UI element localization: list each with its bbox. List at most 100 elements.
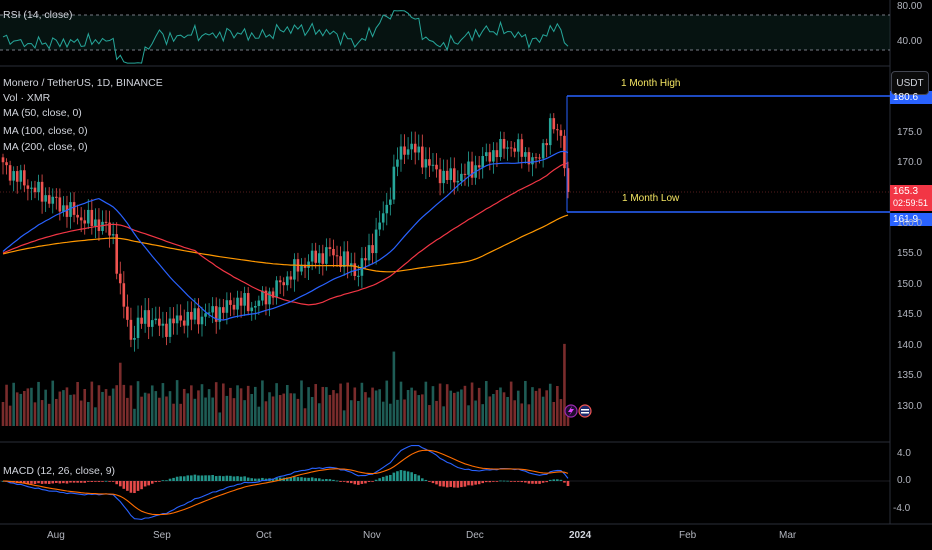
candle-body [275, 280, 278, 298]
macd-histogram-bar [456, 481, 460, 488]
candle-body [126, 306, 129, 320]
candle-body [122, 283, 126, 307]
volume-bar [289, 393, 293, 426]
macd-histogram-bar [69, 481, 72, 483]
volume-bar [33, 402, 37, 426]
volume-bar [317, 403, 321, 426]
volume-bar [285, 385, 289, 426]
price-tick: 155.0 [897, 248, 923, 259]
volume-bar [481, 404, 485, 426]
macd-histogram-bar [204, 475, 207, 481]
candle-body [435, 164, 438, 170]
macd-histogram-bar [460, 481, 463, 488]
volume-bar [1, 402, 5, 426]
volume-bar [12, 382, 15, 426]
candle-body [431, 164, 435, 166]
candles [1, 113, 570, 352]
candle-body [58, 197, 62, 212]
us-flag-event-icon[interactable] [578, 404, 592, 418]
volume-bar [399, 381, 403, 426]
ma100-label[interactable]: MA (100, close, 0) [3, 125, 88, 137]
candle-body [303, 264, 307, 268]
macd-histogram-bar [129, 481, 133, 493]
candle-body [47, 195, 51, 204]
candle-body [239, 297, 243, 306]
ma50-label[interactable]: MA (50, close, 0) [3, 107, 82, 119]
macd-histogram-bar [566, 481, 570, 486]
volume-bar [193, 398, 197, 426]
volume-bar [559, 399, 563, 426]
month-high-label[interactable]: 1 Month High [621, 78, 681, 89]
candle-body [190, 311, 193, 320]
volume-bar [62, 390, 65, 426]
macd-histogram-bar [200, 475, 204, 481]
candle-body [147, 310, 150, 327]
ma100-line [2, 162, 569, 306]
macd-line [2, 444, 569, 520]
volume-bar [154, 391, 158, 426]
macd-histogram-bar [197, 475, 200, 481]
candle-body [545, 143, 548, 146]
macd-histogram-bar [158, 481, 161, 482]
volume-bar [470, 382, 474, 426]
candle-body [197, 308, 200, 325]
volume-bar [83, 389, 87, 426]
volume-bar [200, 384, 204, 426]
volume-bar [118, 362, 122, 426]
month-low-label[interactable]: 1 Month Low [622, 193, 680, 204]
macd-tick: -4.0 [893, 503, 911, 514]
volume-bar [76, 382, 79, 426]
volume-bar [389, 403, 392, 426]
candle-body [23, 170, 26, 186]
volume-bar [385, 380, 389, 426]
macd-histogram-bar [111, 481, 115, 482]
macd-label[interactable]: MACD (12, 26, close, 9) [3, 465, 116, 477]
volume-bar [8, 405, 12, 426]
candle-body [413, 143, 417, 153]
volume-bar [353, 387, 357, 426]
volume-bar [147, 393, 150, 426]
volume-bar [222, 383, 225, 426]
macd-histogram-bar [410, 472, 413, 481]
macd-histogram-bar [339, 481, 342, 482]
currency-button[interactable]: USDT [891, 71, 929, 95]
candle-body [566, 168, 570, 193]
macd-histogram-bar [161, 480, 165, 482]
volume-indicator-label[interactable]: Vol · XMR [3, 92, 51, 104]
candle-body [417, 146, 421, 153]
macd-histogram-bar [357, 481, 360, 485]
candle-body [72, 202, 76, 215]
candle-body [516, 139, 520, 152]
macd-histogram-bar [534, 481, 538, 484]
macd-histogram-bar [442, 481, 445, 487]
price-tick: 145.0 [897, 309, 923, 320]
macd-histogram-bar [58, 481, 62, 484]
candle-body [460, 173, 463, 181]
volume-bar [552, 402, 556, 426]
volume-bar [449, 390, 453, 426]
candle-body [118, 273, 122, 284]
candle-body [335, 255, 339, 257]
macd-histogram-bar [300, 477, 303, 481]
volume-bar [374, 390, 378, 426]
candle-body [552, 118, 556, 130]
candle-body [193, 308, 197, 320]
symbol-title[interactable]: Monero / TetherUS, 1D, BINANCE [3, 77, 163, 89]
time-label-dec: Dec [466, 530, 484, 541]
macd-histogram-bar [271, 478, 275, 481]
volume-bar [445, 384, 449, 426]
low-price-value: 161.9 [893, 214, 919, 225]
macd-histogram-bar [172, 477, 175, 481]
macd-histogram-bar [421, 478, 424, 481]
candle-body [232, 304, 236, 310]
volume-bar [115, 385, 119, 426]
macd-histogram-bar [499, 480, 502, 482]
macd-histogram-bar [243, 476, 246, 481]
volume-bar [509, 381, 513, 426]
candle-body [399, 146, 403, 160]
ma200-label[interactable]: MA (200, close, 0) [3, 141, 88, 153]
candle-body [150, 320, 154, 327]
rsi-label[interactable]: RSI (14, close) [3, 9, 73, 21]
volume-bar [136, 381, 140, 426]
